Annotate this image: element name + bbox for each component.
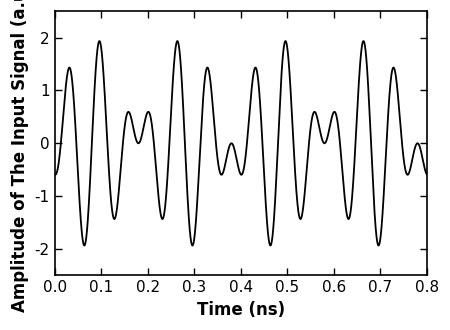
X-axis label: Time (ns): Time (ns) <box>197 301 285 319</box>
Y-axis label: Amplitude of The Input Signal (a.u.): Amplitude of The Input Signal (a.u.) <box>11 0 29 312</box>
